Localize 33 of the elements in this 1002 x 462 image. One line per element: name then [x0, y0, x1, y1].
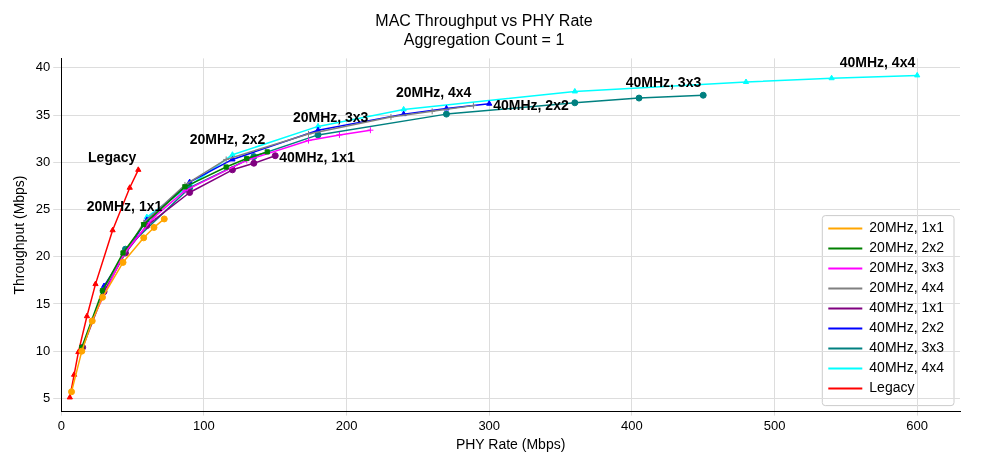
- x-tick-label: 300: [478, 417, 501, 433]
- legend-label: 40MHz, 1x1: [869, 299, 945, 316]
- y-axis-title: Throughput (Mbps): [11, 175, 28, 295]
- y-tick-label: 10: [35, 342, 51, 358]
- x-tick-label: 100: [193, 417, 215, 433]
- x-tick-label: 0: [57, 417, 65, 433]
- legend-label: 20MHz, 2x2: [869, 239, 945, 256]
- legend-label: Legacy: [869, 379, 915, 396]
- y-tick-label: 40: [35, 59, 51, 75]
- y-tick-label: 30: [35, 153, 51, 169]
- legend-label: 40MHz, 2x2: [869, 319, 945, 336]
- chart-title: MAC Throughput vs PHY Rate: [375, 12, 593, 30]
- x-tick-label: 400: [621, 417, 643, 433]
- x-axis-title: PHY Rate (Mbps): [455, 436, 566, 453]
- x-tick-label: 600: [906, 417, 929, 433]
- annotation: 20MHz, 2x2: [189, 130, 266, 147]
- y-tick-label: 35: [35, 106, 51, 122]
- y-tick-label: 20: [35, 248, 51, 264]
- legend-label: 40MHz, 3x3: [869, 339, 945, 356]
- legend-label: 20MHz, 3x3: [869, 259, 945, 276]
- x-tick-label: 200: [335, 417, 358, 433]
- chart-subtitle: Aggregation Count = 1: [403, 31, 565, 49]
- legend-label: 20MHz, 4x4: [869, 279, 945, 296]
- annotation: 40MHz, 1x1: [279, 148, 355, 165]
- annotation: 40MHz, 4x4: [839, 54, 916, 71]
- legend-label: 40MHz, 4x4: [869, 359, 945, 376]
- x-tick-label: 500: [763, 417, 786, 433]
- legend-label: 20MHz, 1x1: [869, 219, 945, 236]
- annotation: 20MHz, 4x4: [395, 84, 472, 101]
- y-tick-label: 15: [35, 295, 51, 311]
- y-tick-label: 5: [43, 389, 51, 405]
- annotation: Legacy: [88, 148, 137, 165]
- y-tick-label: 25: [35, 201, 51, 217]
